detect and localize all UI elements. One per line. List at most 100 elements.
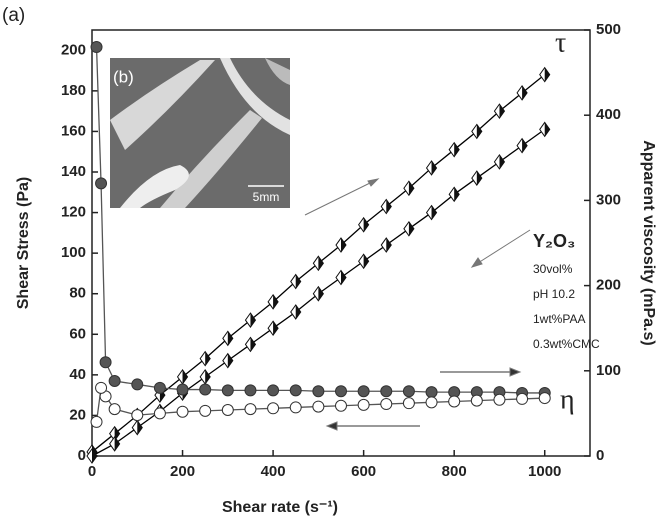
- diamond-marker: [493, 153, 506, 170]
- circle-marker: [402, 397, 415, 410]
- arrow-head: [325, 421, 338, 431]
- marker-fill: [227, 331, 233, 346]
- diamond-marker: [222, 330, 234, 347]
- note: 1wt%PAA: [533, 312, 585, 326]
- diamond-marker: [448, 186, 460, 203]
- diamond-marker: [539, 66, 551, 83]
- diamond-marker: [199, 350, 211, 367]
- circle-marker: [267, 402, 280, 415]
- circle-marker: [95, 381, 108, 394]
- marker-fill: [476, 124, 482, 139]
- circle-marker: [516, 392, 529, 405]
- inset-texture: [265, 58, 290, 85]
- y-axis-label: Shear Stress (Pa): [15, 177, 32, 310]
- circle-marker: [108, 375, 121, 388]
- circle-marker: [267, 384, 280, 397]
- y2-tick-label: 200: [596, 277, 621, 294]
- arrow: [304, 181, 373, 216]
- marker-fill: [137, 420, 143, 435]
- y-tick-label: 160: [61, 122, 86, 139]
- diamond-marker: [403, 180, 415, 197]
- x-tick-label: 800: [442, 463, 467, 480]
- diamond-marker: [267, 320, 279, 337]
- diamond-marker: [222, 352, 234, 369]
- marker-fill: [454, 187, 460, 202]
- circle-marker: [176, 383, 189, 396]
- marker-fill: [544, 122, 550, 137]
- marker-fill: [114, 436, 120, 451]
- circle-marker: [357, 398, 370, 411]
- circle-marker: [289, 384, 302, 397]
- inset-texture: [160, 110, 262, 208]
- diamond-marker: [493, 103, 506, 120]
- circle-marker: [425, 386, 438, 399]
- x-tick-label: 1000: [528, 463, 561, 480]
- marker-fill: [205, 369, 211, 384]
- diamond-marker: [471, 170, 483, 186]
- marker-fill: [295, 304, 301, 319]
- diamond-marker: [176, 369, 189, 385]
- marker-fill: [114, 426, 120, 441]
- arrow-head: [470, 257, 483, 268]
- y2-tick-label: 500: [596, 21, 621, 38]
- circle-marker: [153, 407, 166, 420]
- marker-fill: [318, 286, 324, 301]
- marker-fill: [476, 171, 482, 186]
- circle-marker: [95, 177, 108, 190]
- y-tick-label: 140: [61, 163, 86, 180]
- diamond-marker: [425, 204, 438, 221]
- diamond-marker: [335, 237, 347, 253]
- y2-tick-label: 400: [596, 106, 621, 123]
- circle-marker: [199, 383, 212, 396]
- y-tick-label: 180: [61, 82, 86, 99]
- diamond-marker: [290, 273, 302, 290]
- circle-marker: [312, 385, 325, 398]
- circle-marker: [90, 415, 103, 428]
- marker-fill: [408, 221, 414, 236]
- x-tick-label: 600: [351, 463, 376, 480]
- marker-fill: [250, 337, 256, 352]
- diamond-marker: [425, 160, 438, 176]
- arrows: [304, 178, 531, 431]
- circle-marker: [99, 356, 112, 369]
- inset: (b) 5mm: [110, 58, 290, 208]
- marker-fill: [273, 321, 279, 336]
- y-tick-label: 100: [61, 244, 86, 261]
- y-tick-label: 40: [69, 366, 86, 383]
- plot-frame: [91, 29, 591, 457]
- diamond-marker: [516, 85, 528, 101]
- diamond-marker: [380, 237, 392, 253]
- note: 0.3wt%CMC: [533, 337, 600, 351]
- marker-fill: [341, 270, 346, 285]
- diamond-marker: [448, 141, 460, 158]
- circle-marker: [402, 385, 415, 398]
- marker-fill: [408, 181, 414, 196]
- diamond-marker: [312, 255, 324, 272]
- marker-fill: [227, 353, 233, 368]
- circle-marker: [448, 395, 461, 408]
- marker-fill: [182, 369, 188, 384]
- diamond-marker: [539, 121, 551, 138]
- marker-fill: [454, 142, 460, 157]
- circle-marker: [357, 385, 370, 398]
- compound: Y₂O₃: [533, 231, 575, 251]
- marker-fill: [341, 238, 346, 253]
- y-tick-label: 20: [69, 406, 86, 423]
- y2-axis-label: Apparent viscosity (mPa.s): [640, 140, 657, 345]
- marker-fill: [499, 154, 505, 169]
- circle-marker: [199, 404, 212, 417]
- marker-fill: [363, 217, 369, 232]
- circle-marker: [470, 394, 483, 407]
- y-tick-label: 0: [78, 447, 86, 464]
- x-axis-label: Shear rate (s⁻¹): [222, 499, 338, 516]
- inset-texture: [110, 60, 215, 150]
- marker-fill: [544, 67, 550, 82]
- diamond-marker: [199, 369, 211, 385]
- diamond-marker: [403, 220, 415, 237]
- marker-fill: [273, 294, 279, 309]
- inset-texture: [220, 58, 290, 135]
- circle-marker: [131, 378, 144, 391]
- arrow: [477, 229, 531, 264]
- diamond-marker: [358, 216, 370, 233]
